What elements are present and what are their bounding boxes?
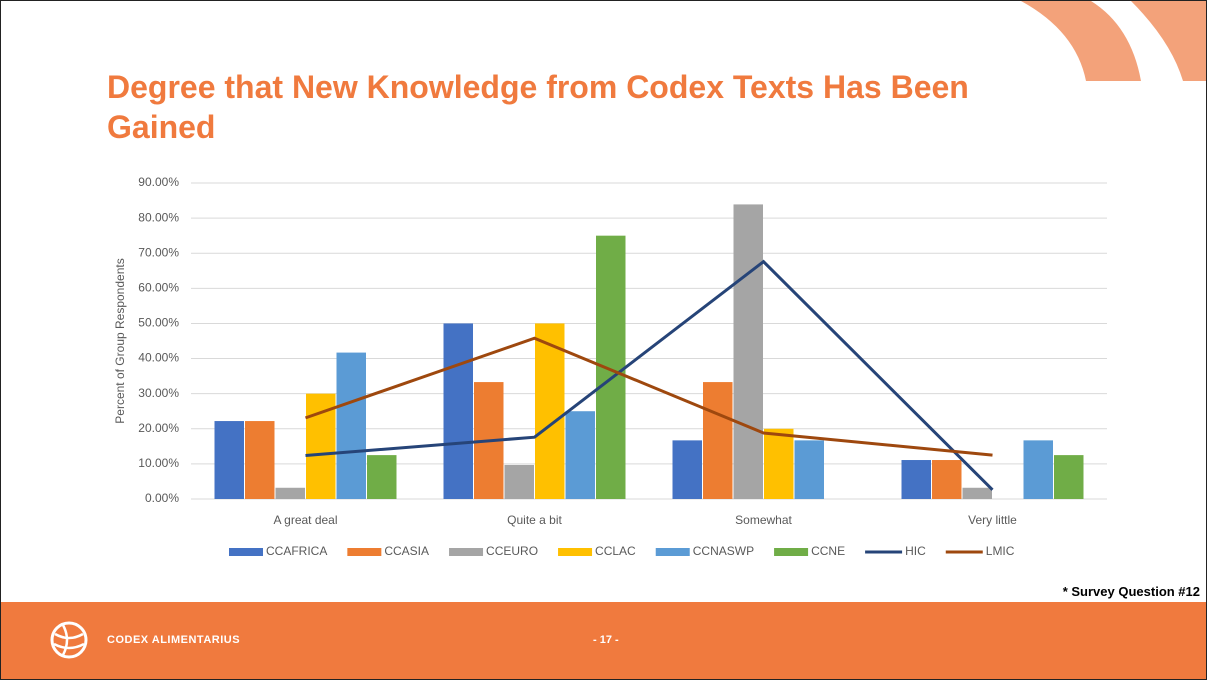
x-tick-label: Very little [968,513,1017,527]
chart: Percent of Group Respondents 0.00% 10.00%… [113,175,1107,558]
bar [443,323,473,499]
legend-label: CCNE [811,544,845,558]
legend-swatch [347,548,382,556]
y-tick-label: 70.00% [138,245,179,259]
legend-label: HIC [905,544,926,558]
y-tick-label: 30.00% [138,386,179,400]
y-tick-label: 80.00% [138,210,179,224]
legend-label: CCEURO [486,544,538,558]
y-tick-label: 90.00% [138,175,179,189]
decoration [1021,1,1206,81]
legend-swatch [655,548,690,556]
legend-label: CCLAC [595,544,636,558]
y-tick-label: 20.00% [138,421,179,435]
x-tick-label: Somewhat [735,513,792,527]
bar [1023,440,1053,499]
bar [703,382,733,499]
y-tick-label: 40.00% [138,351,179,365]
bar [794,440,824,499]
bar [901,460,931,499]
bar [733,204,763,499]
bar [275,487,305,499]
legend-label: CCASIA [384,544,429,558]
y-tick-label: 50.00% [138,316,179,330]
bar [672,440,702,499]
footer: CODEX ALIMENTARIUS - 17 - [1,602,1206,679]
note: * Survey Question #12 [1062,584,1200,599]
bar [932,460,962,499]
bar [367,455,397,499]
x-tick-label: Quite a bit [507,513,562,527]
legend-label: CCAFRICA [266,544,327,558]
chart-title: Degree that New Knowledge from Codex Tex… [107,69,969,145]
y-tick-label: 60.00% [138,281,179,295]
line [305,259,994,491]
bar [245,421,275,499]
legend-label: CCNASWP [693,544,754,558]
y-tick-label: 10.00% [138,456,179,470]
bar [565,411,595,499]
y-axis-label: Percent of Group Respondents [113,258,127,423]
bar [336,352,366,499]
bar [535,323,565,499]
x-tick-label: A great deal [273,513,337,527]
bar [214,421,244,499]
y-tick-label: 0.00% [145,491,179,505]
bar [504,464,534,499]
legend-swatch [449,548,484,556]
legend-swatch [774,548,809,556]
bar [1054,455,1084,499]
bar [764,428,794,499]
page-number: - 17 - [593,634,619,646]
legend-label: LMIC [986,544,1015,558]
bar [962,487,992,499]
line [305,336,993,457]
legend-swatch [229,548,263,556]
brand: CODEX ALIMENTARIUS [107,634,241,646]
bar [596,235,626,499]
legend-swatch [558,548,593,556]
logo [50,621,88,659]
